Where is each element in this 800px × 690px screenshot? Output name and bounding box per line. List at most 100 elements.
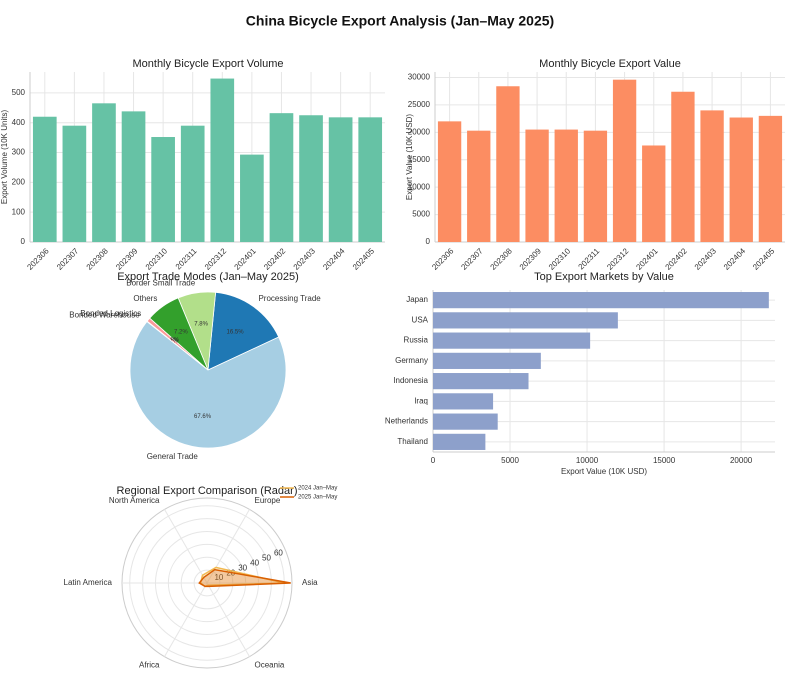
x-tick-label: 202312 <box>605 246 631 272</box>
bar <box>554 129 578 242</box>
spoke <box>164 582 208 657</box>
y-tick-label: Indonesia <box>393 376 428 385</box>
bar <box>32 116 57 242</box>
figure-title: China Bicycle Export Analysis (Jan–May 2… <box>246 13 554 29</box>
bar <box>433 312 618 329</box>
y-tick-label: 100 <box>12 207 26 216</box>
x-tick-label: 202310 <box>547 246 573 272</box>
chart-title: Monthly Bicycle Export Value <box>539 58 681 70</box>
x-tick-label: 202404 <box>722 246 748 272</box>
x-tick-label: 0 <box>431 456 436 465</box>
legend-label: 2025 Jan–May <box>298 495 337 501</box>
slice-value-label: 7.8% <box>194 321 208 327</box>
y-tick-label: 400 <box>12 118 26 127</box>
x-tick-label: 202401 <box>634 246 660 272</box>
x-tick-label: 202312 <box>203 246 229 272</box>
x-tick-label: 202311 <box>576 246 601 271</box>
y-tick-label: Germany <box>395 356 428 365</box>
pie-slice <box>207 291 280 371</box>
slice-label: Border Small Trade <box>126 279 195 288</box>
r-tick-label: 10 <box>214 573 223 582</box>
x-tick-label: 202405 <box>351 246 377 272</box>
x-tick-label: 202308 <box>489 246 515 272</box>
y-tick-label: 5000 <box>412 210 430 219</box>
slice-value-label: 7.2% <box>174 329 188 335</box>
bar <box>433 393 494 410</box>
bar <box>433 413 498 430</box>
chart-title: Top Export Markets by Value <box>534 271 674 283</box>
bar <box>180 125 205 242</box>
x-tick-label: 202403 <box>693 246 719 272</box>
y-tick-label: Netherlands <box>385 417 428 426</box>
bar <box>496 86 520 243</box>
pie-slice <box>129 321 287 449</box>
slice-label: General Trade <box>147 452 199 461</box>
y-tick-label: 15000 <box>408 155 431 164</box>
bar <box>433 292 769 309</box>
slice-label: Bonded Logistics <box>80 309 141 318</box>
axis-label: Africa <box>139 660 160 669</box>
bar <box>433 373 529 390</box>
bar <box>642 145 666 242</box>
bar <box>62 125 87 242</box>
x-tick-label: 202309 <box>518 246 544 272</box>
slice-value-label: 16.5% <box>227 329 245 335</box>
y-tick-label: 200 <box>12 177 26 186</box>
slice-label: Processing Trade <box>258 294 321 303</box>
radar-area <box>198 568 291 588</box>
axis-label: Europe <box>255 496 281 505</box>
chart-title: Monthly Bicycle Export Volume <box>132 58 283 70</box>
slice-value-label: 0.8% <box>165 337 179 343</box>
x-tick-label: 202402 <box>262 246 288 272</box>
y-axis-label: Export Volume (10K Units) <box>0 110 9 205</box>
x-tick-label: 15000 <box>653 456 676 465</box>
bar <box>328 117 353 242</box>
y-tick-label: 25000 <box>408 100 431 109</box>
bar <box>671 91 695 242</box>
r-tick-label: 50 <box>262 553 271 562</box>
bar <box>92 103 116 242</box>
x-tick-label: 202403 <box>292 246 318 272</box>
x-tick-label: 202309 <box>114 246 140 272</box>
bar <box>433 352 541 369</box>
y-tick-label: 10000 <box>408 182 431 191</box>
x-tick-label: 20000 <box>730 456 753 465</box>
x-axis-label: Export Value (10K USD) <box>561 467 647 476</box>
bar <box>700 110 724 242</box>
axis-label: Oceania <box>255 660 285 669</box>
y-axis-label: Export Value (10K USD) <box>405 114 414 200</box>
y-tick-label: USA <box>412 315 429 324</box>
y-tick-label: 20000 <box>408 127 431 136</box>
x-tick-label: 202402 <box>664 246 690 272</box>
y-tick-label: 300 <box>12 148 26 157</box>
y-tick-label: Russia <box>404 336 429 345</box>
axis-label: Asia <box>302 578 318 587</box>
x-tick-label: 202311 <box>174 246 199 271</box>
bar <box>729 117 753 242</box>
axis-label: North America <box>109 496 160 505</box>
x-tick-label: 202401 <box>233 246 259 272</box>
bar <box>467 130 491 242</box>
y-tick-label: Thailand <box>397 437 428 446</box>
axis-label: Latin America <box>64 578 113 587</box>
slice-label: Bonded Warehouse <box>69 311 140 320</box>
y-tick-label: 0 <box>426 237 431 246</box>
x-tick-label: 5000 <box>501 456 519 465</box>
bar <box>433 433 486 450</box>
x-tick-label: 10000 <box>576 456 599 465</box>
bar <box>583 130 608 242</box>
bar <box>612 79 637 242</box>
r-tick-label: 30 <box>238 563 247 572</box>
x-tick-label: 202307 <box>459 246 485 272</box>
chart-title: Regional Export Comparison (Radar) <box>117 485 298 497</box>
bar <box>151 137 175 242</box>
x-tick-label: 202306 <box>25 246 51 272</box>
slice-label: Others <box>133 294 157 303</box>
bar <box>525 129 549 242</box>
x-tick-label: 202307 <box>55 246 81 272</box>
bar <box>758 115 783 242</box>
spoke <box>164 509 208 584</box>
x-tick-label: 202405 <box>751 246 777 272</box>
bar <box>121 111 146 242</box>
